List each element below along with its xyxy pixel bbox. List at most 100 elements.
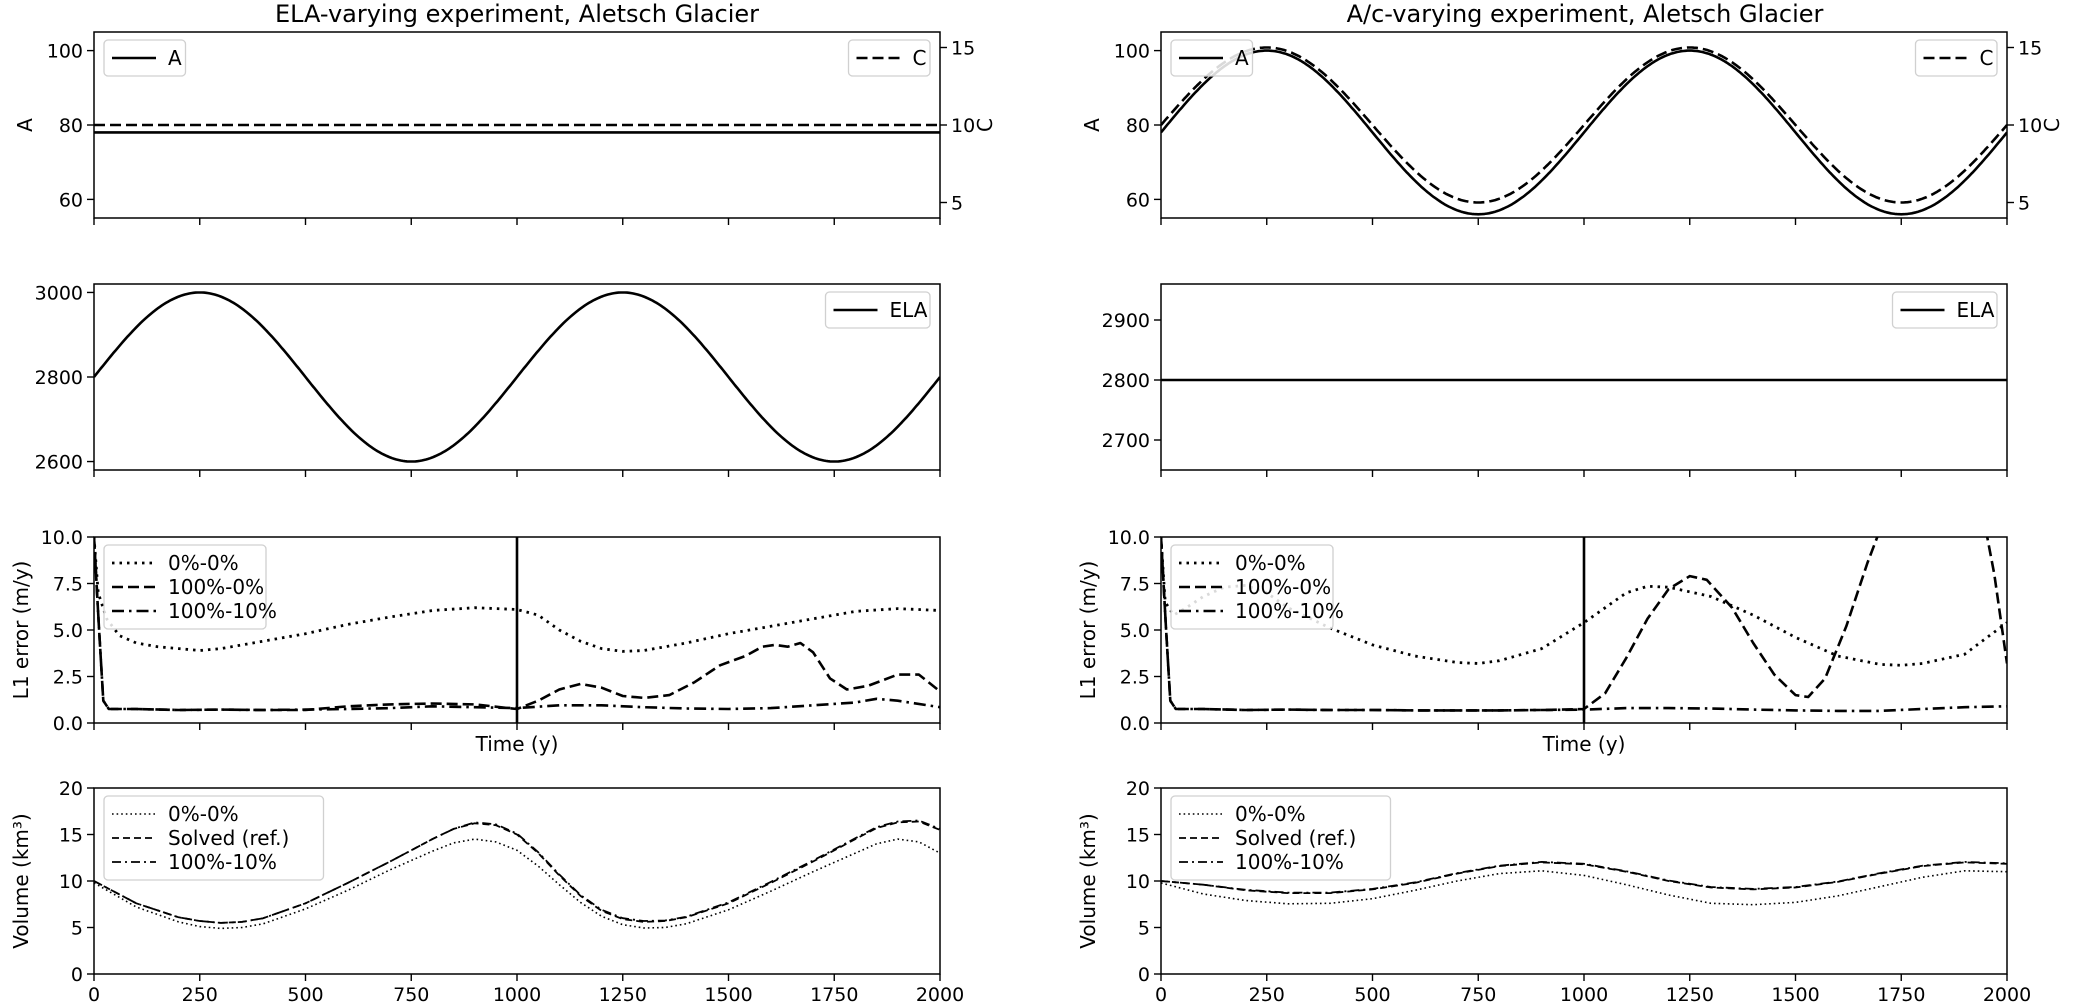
left-panel-1-ylabel-right: C: [973, 118, 997, 132]
left-panel-4-ytick-label-4: 20: [59, 778, 83, 800]
right-panel-4: 0 250 500 750 1000 1250 1500 1750 2000 0 5 10 15 20 Vo…: [1076, 778, 2031, 1006]
left-panel-3-series-0-0-: [94, 537, 940, 653]
right-panel-4-legend-box: [1170, 795, 1392, 881]
right-panel-3-ylabel: L1 error (m/y): [1076, 561, 1100, 700]
right-panel-3-ytick-label-3: 7.5: [1120, 574, 1150, 596]
right-panel-1-ytick-right-label-2: 15: [2018, 38, 2042, 60]
left-panel-4-ylabel: Volume (km³): [9, 813, 33, 948]
right-panel-2-ytick-label-1: 2800: [1102, 370, 1150, 392]
left-panel-2-ytick-label-1: 2800: [35, 367, 83, 389]
left-panel-3-legend-box: [103, 544, 267, 630]
right-chart-title: A/c-varying experiment, Aletsch Glacier: [1347, 0, 1824, 28]
right-panel-4-ytick-label-1: 5: [1138, 918, 1150, 940]
left-panel-4-ytick-label-0: 0: [71, 964, 83, 986]
left-panel-3-legend-label-2: 100%-10%: [168, 599, 277, 623]
left-panel-4-series-0-0-: [94, 838, 940, 930]
right-panel-3-series-100-0-return-: [1985, 537, 2007, 664]
right-panel-4-xtick-label-750: 750: [1460, 984, 1496, 1006]
left-panel-4-legend-label-2: 100%-10%: [168, 850, 277, 874]
right-panel-3-legend-box: [1170, 544, 1334, 630]
right-panel-4-ytick-label-0: 0: [1138, 964, 1150, 986]
left-panel-4-xtick-label-1750: 1750: [810, 984, 858, 1006]
left-panel-4-xtick-label-750: 750: [393, 984, 429, 1006]
right-panel-1-ylabel: A: [1080, 118, 1104, 132]
right-panel-3-ytick-label-4: 10.0: [1108, 527, 1150, 549]
right-panel-4-series-100-10-: [1161, 861, 2007, 894]
right-panel-3-legend-label-2: 100%-10%: [1235, 599, 1344, 623]
right-panel-4-series-0-0-: [1161, 870, 2007, 906]
left-panel-2-legend-label-0: ELA: [890, 298, 928, 322]
left-panel-3-ytick-label-3: 7.5: [53, 574, 83, 596]
left-panel-1-ytick-right-label-2: 15: [951, 38, 975, 60]
right-panel-1-left-legend-label-0: A: [1235, 46, 1249, 70]
left-panel-4-xtick-label-0: 0: [88, 984, 100, 1006]
right-panel-4-xtick-label-1500: 1500: [1771, 984, 1819, 1006]
right-panel-3-legend-label-1: 100%-0%: [1235, 575, 1331, 599]
right-panel-2-ytick-label-2: 2900: [1102, 310, 1150, 332]
right-panel-4-ylabel: Volume (km³): [1076, 813, 1100, 948]
left-panel-2-legend-box: [824, 291, 931, 329]
right-panel-3-series-100-10-: [1161, 537, 2007, 713]
left-panel-2-ytick-label-0: 2600: [35, 452, 83, 474]
right-panel-4-xtick-label-500: 500: [1354, 984, 1390, 1006]
right-panel-1-frame: [1160, 31, 2008, 219]
right-panel-4-ytick-label-2: 10: [1126, 871, 1150, 893]
right-panel-1-series-a: [1161, 49, 2007, 216]
left-panel-3-ytick-label-2: 5.0: [53, 620, 83, 642]
left-panel-4-xtick-label-2000: 2000: [916, 984, 964, 1006]
left-panel-3-series-100-10-: [94, 537, 940, 712]
left-panel-3-ytick-label-0: 0.0: [53, 713, 83, 735]
left-panel-4-legend-label-1: Solved (ref.): [168, 826, 289, 850]
left-panel-4-ytick-label-2: 10: [59, 871, 83, 893]
left-panel-3-series-100-0-: [94, 537, 940, 712]
right-panel-2-frame: [1160, 283, 2008, 471]
left-panel-4-xtick-label-250: 250: [182, 984, 218, 1006]
left-panel-1-ytick-label-1: 80: [59, 115, 83, 137]
right-panel-4-xtick-label-0: 0: [1155, 984, 1167, 1006]
right-panel-1-ytick-right-label-1: 10: [2018, 115, 2042, 137]
right-panel-2-legend-label-0: ELA: [1957, 298, 1995, 322]
right-panel-4-legend-label-0: 0%-0%: [1235, 802, 1306, 826]
right-panel-3-ytick-label-1: 2.5: [1120, 667, 1150, 689]
left-panel-4-ytick-label-1: 5: [71, 918, 83, 940]
left-panel-4-ytick-label-3: 15: [59, 825, 83, 847]
left-panel-2-series-ela: [94, 291, 940, 463]
right-panel-1-ylabel-right: C: [2040, 118, 2064, 132]
right-panel-4-legend-label-1: Solved (ref.): [1235, 826, 1356, 850]
right-panel-4-xtick-label-1000: 1000: [1560, 984, 1608, 1006]
right-panel-1-ytick-label-1: 80: [1126, 115, 1150, 137]
left-panel-3-xlabel: Time (y): [475, 732, 559, 756]
right-panel-3-ytick-label-0: 0.0: [1120, 713, 1150, 735]
left-panel-4: 0 250 500 750 1000 1250 1500 1750 2000 0 5 10 15 20 Vo…: [9, 778, 964, 1006]
right-panel-4-ytick-label-3: 15: [1126, 825, 1150, 847]
right-panel-4-legend-label-2: 100%-10%: [1235, 850, 1344, 874]
right-panel-1-right-legend-label-0: C: [1980, 46, 1994, 70]
left-panel-3-ytick-label-1: 2.5: [53, 667, 83, 689]
right-panel-1-ytick-label-0: 60: [1126, 189, 1150, 211]
left-panel-1-right-legend-label-0: C: [913, 46, 927, 70]
left-panel-3-ylabel: L1 error (m/y): [9, 561, 33, 700]
right-panel-4-xtick-label-2000: 2000: [1983, 984, 2031, 1006]
left-panel-4-series-100-10-: [94, 819, 940, 924]
left-panel-4-legend-box: [103, 795, 325, 881]
left-panel-4-xtick-label-1250: 1250: [599, 984, 647, 1006]
left-panel-1-ytick-label-0: 60: [59, 189, 83, 211]
right-panel-4-xtick-label-250: 250: [1249, 984, 1285, 1006]
left-panel-4-xtick-label-1500: 1500: [704, 984, 752, 1006]
right-panel-4-xtick-label-1750: 1750: [1877, 984, 1925, 1006]
left-panel-2-ytick-label-2: 3000: [35, 282, 83, 304]
right-panel-1-ytick-label-2: 100: [1114, 41, 1150, 63]
right-panel-3-ytick-label-2: 5.0: [1120, 620, 1150, 642]
left-panel-3-ytick-label-4: 10.0: [41, 527, 83, 549]
right-panel-3-legend-label-0: 0%-0%: [1235, 551, 1306, 575]
right-panel-2-legend-box: [1891, 291, 1998, 329]
right-panel-3-xlabel: Time (y): [1542, 732, 1626, 756]
right-panel-4-xtick-label-1250: 1250: [1666, 984, 1714, 1006]
left-panel-1-ytick-right-label-1: 10: [951, 115, 975, 137]
left-panel-3-legend-label-1: 100%-0%: [168, 575, 264, 599]
left-panel-4-xtick-label-500: 500: [287, 984, 323, 1006]
left-chart-title: ELA-varying experiment, Aletsch Glacier: [275, 0, 759, 28]
left-panel-3-legend-label-0: 0%-0%: [168, 551, 239, 575]
